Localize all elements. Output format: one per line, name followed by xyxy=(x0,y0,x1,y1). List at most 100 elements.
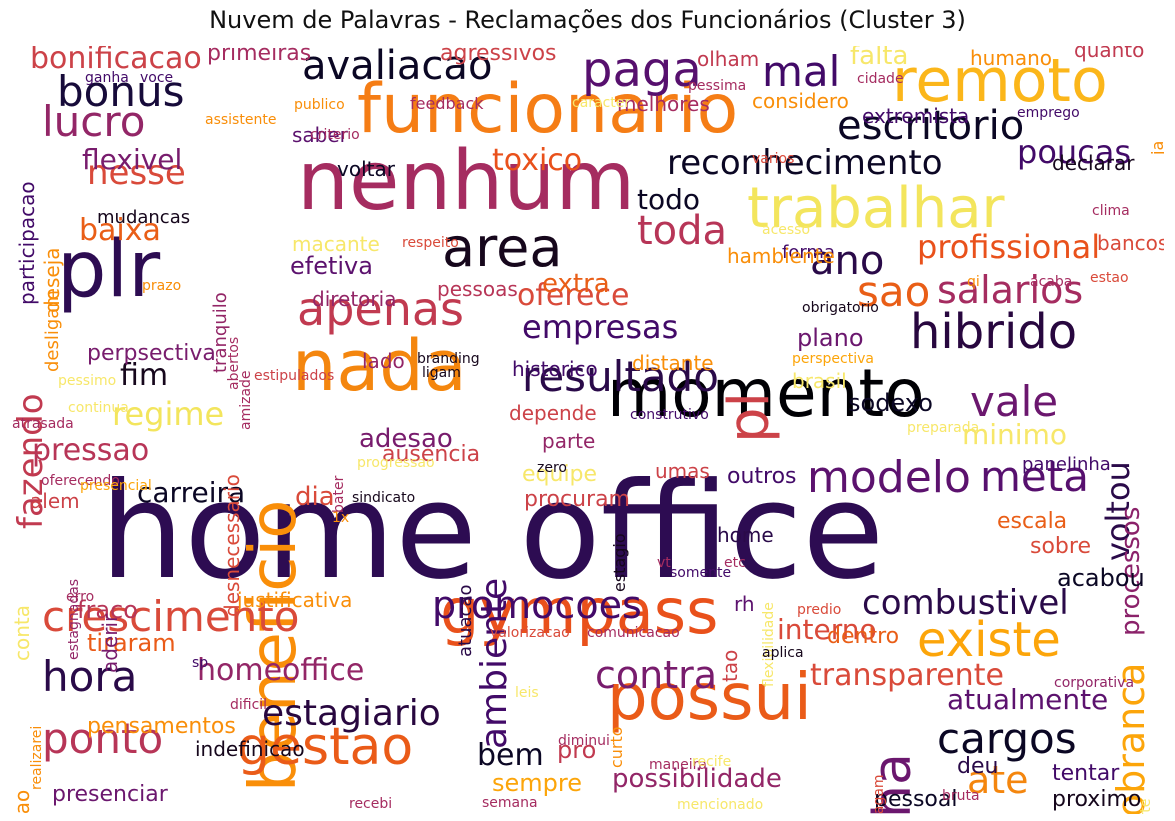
word-toxico: toxico xyxy=(492,143,583,178)
word-sempre: sempre xyxy=(492,769,582,797)
word-flexivel: flexivel xyxy=(82,143,183,176)
word-carreira: carreira xyxy=(137,476,246,509)
word-ambiente: ambiente xyxy=(474,577,515,749)
word-crescimento: crescimento xyxy=(42,592,300,641)
word-desligam: desligam xyxy=(42,290,63,372)
word-reconhecimento: reconhecimento xyxy=(667,143,943,183)
word-trabalhar: trabalhar xyxy=(747,176,1005,241)
word-saber: saber xyxy=(292,123,348,147)
word-atuacao: atuacao xyxy=(455,584,476,657)
word-leis: leis xyxy=(515,685,539,701)
word-caracter: caracter xyxy=(572,95,631,111)
word-momento: momento xyxy=(607,355,925,432)
word-extra: extra xyxy=(542,269,610,299)
word-gestao: gestao xyxy=(237,717,414,777)
word-criterio: criterio xyxy=(310,127,360,143)
word-sp: sp xyxy=(192,655,209,671)
word-prazo: prazo xyxy=(142,278,182,294)
word-estagio: estagio xyxy=(610,533,629,592)
word-transparente: transparente xyxy=(810,658,1004,693)
word-comunicacao: comunicacao xyxy=(587,625,680,641)
word-escala: escala xyxy=(997,509,1068,534)
word-melhores: melhores xyxy=(617,92,710,116)
word-aderir: aderir xyxy=(98,613,122,673)
word-panelinha: panelinha xyxy=(1022,454,1111,475)
word-perspectiva: perspectiva xyxy=(792,351,874,367)
word-sao: sao xyxy=(857,267,931,316)
word-poucas: poucas xyxy=(1017,133,1132,171)
word-sodexo: sodexo xyxy=(848,389,933,417)
word-bancos: bancos xyxy=(1097,231,1164,255)
word-home: home xyxy=(717,523,774,547)
word-vt: vt xyxy=(657,555,671,571)
word-baixa: baixa xyxy=(79,213,161,248)
word-participacao: participacao xyxy=(15,181,39,305)
word-combustivel: combustivel xyxy=(862,583,1069,623)
word-cidade: cidade xyxy=(857,71,904,87)
word-atrasada: atrasada xyxy=(12,416,74,432)
word-tiraram: tiraram xyxy=(87,629,176,657)
word-extremista: extremista xyxy=(862,104,970,128)
word-macante: macante xyxy=(292,232,380,256)
word-construtivo: construtivo xyxy=(630,407,709,423)
word-existe: existe xyxy=(917,612,1061,668)
word-respeito: respeito xyxy=(402,235,459,251)
word-preparada: preparada xyxy=(907,420,980,436)
word-nada: nada xyxy=(292,325,467,407)
word-deu: deu xyxy=(957,754,999,779)
word-continua: continua xyxy=(68,400,129,416)
page-title: Nuvem de Palavras - Reclamações dos Func… xyxy=(209,6,966,34)
word-bem: bem xyxy=(477,738,544,773)
word-procuram: procuram xyxy=(524,487,630,512)
word-somente: somente xyxy=(670,565,732,581)
word-bater: bater xyxy=(331,475,347,513)
word-ganha: ganha xyxy=(85,70,129,86)
word-ligam: ligam xyxy=(422,365,461,381)
word-voce: voce xyxy=(140,70,174,86)
word-zero: zero xyxy=(537,460,567,476)
word-modelo: modelo xyxy=(807,452,971,503)
word-diminui: diminui xyxy=(558,733,610,749)
word-gympass: gympass xyxy=(440,575,719,648)
word-assistente: assistente xyxy=(205,112,277,128)
word-obrigatorio: obrigatorio xyxy=(802,300,879,316)
word-apenas: apenas xyxy=(297,282,464,336)
word-corporativa: corporativa xyxy=(1054,675,1135,691)
word-ja: ja xyxy=(1148,140,1164,155)
word-interno: interno xyxy=(777,613,877,646)
word-pessoal: pessoal xyxy=(874,787,958,812)
word-fim: fim xyxy=(120,358,169,393)
word-todo: todo xyxy=(637,183,701,216)
word-nesse: nesse xyxy=(87,153,186,193)
word-pagam: pagam xyxy=(871,774,887,814)
word-vale: vale xyxy=(970,377,1059,426)
word-plr: plr xyxy=(57,225,161,315)
word-promocoes: promocoes xyxy=(432,583,642,627)
word-presencial: presencial xyxy=(80,478,152,494)
word-lucro: lucro xyxy=(42,97,146,146)
word-hibrido: hibrido xyxy=(910,304,1078,360)
word-pessoas: pessoas xyxy=(437,277,518,301)
word-pl: pl xyxy=(717,391,782,443)
word-quanto: quanto xyxy=(1074,46,1145,62)
word-outros: outros xyxy=(727,464,797,489)
word-cargos: cargos xyxy=(937,714,1077,763)
word-progressao: progressao xyxy=(357,455,435,471)
word-dificil: dificil xyxy=(230,697,268,713)
word-predio: predio xyxy=(797,602,842,618)
word-ponto: ponto xyxy=(42,714,164,763)
word-publico: publico xyxy=(294,97,345,113)
word-avaliacao: avaliacao xyxy=(302,46,493,89)
word-alem: alem xyxy=(30,489,80,513)
word-mencionado: mencionado xyxy=(677,797,764,813)
word-escritorio: escritorio xyxy=(837,103,1025,149)
word-hambiente: hambiente xyxy=(727,244,835,268)
word-erro: erro xyxy=(66,589,95,605)
word-primeiras: primeiras xyxy=(207,46,312,66)
word-resultado: resultado xyxy=(522,352,719,401)
word-depende: depende xyxy=(509,401,597,425)
word-parte: parte xyxy=(542,429,596,453)
word-considero: considero xyxy=(752,89,849,113)
word-hora: hora xyxy=(42,652,138,701)
word-olham: olham xyxy=(697,47,760,71)
